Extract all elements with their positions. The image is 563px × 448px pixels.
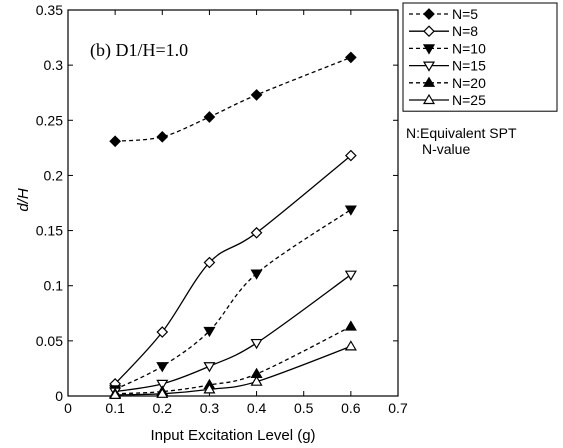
legend-label: N=5 (452, 6, 478, 22)
legend-label: N=10 (452, 40, 486, 56)
y-tick-label: 0.05 (36, 333, 63, 349)
panel-label: (b) D1/H=1.0 (90, 40, 188, 61)
data-point (250, 269, 263, 280)
series-n-10 (109, 205, 357, 396)
series-layer (109, 51, 357, 399)
x-tick-label: 0.4 (247, 400, 267, 416)
data-point (156, 130, 169, 143)
legend: N=5N=8N=10 N=15N=20N=25 (402, 2, 558, 112)
y-tick-label: 0.25 (36, 112, 63, 128)
y-tick-label: 0.35 (36, 2, 63, 18)
legend-note-line2: N-value (422, 141, 471, 157)
y-tick-label: 0.1 (44, 278, 64, 294)
data-point (344, 270, 357, 281)
data-point (203, 383, 216, 394)
series-line (114, 155, 352, 385)
data-point (345, 51, 357, 64)
data-point (156, 379, 169, 391)
legend-marker (422, 44, 436, 55)
data-point (250, 375, 263, 386)
series-line (115, 325, 352, 395)
data-point (250, 226, 263, 239)
legend-marker (422, 76, 436, 87)
series-n-15 (109, 270, 357, 398)
data-point (344, 340, 357, 351)
x-axis-label: Input Excitation Level (g) (150, 427, 315, 444)
y-tick-label: 0.2 (44, 167, 64, 183)
series-line (115, 345, 352, 396)
data-point (344, 320, 357, 331)
x-tick-label: 0.6 (341, 400, 361, 416)
series-n-25 (109, 340, 357, 399)
legend-label: N=15 (452, 58, 486, 74)
data-point (203, 326, 216, 338)
x-tick-label: 0.3 (200, 400, 220, 416)
legend-note: N:Equivalent SPT N-value (406, 125, 556, 157)
plot-frame (67, 9, 399, 397)
legend-marker (422, 61, 436, 72)
legend-marker (423, 8, 435, 20)
series-line (115, 56, 352, 142)
series-line (114, 209, 352, 390)
data-point (250, 89, 263, 101)
data-point (109, 388, 122, 399)
legend-label: N=8 (452, 23, 478, 39)
x-tick-label: 0.2 (153, 400, 173, 416)
data-point (109, 135, 121, 148)
axes: 0 0.1 0.2 0.3 0.4 0.5 0.6 0.7 0 0.05 0.1 0.15 0.2 0.2… (36, 2, 408, 416)
series-n-5 (109, 51, 357, 148)
x-tick-label: 0.7 (388, 400, 408, 416)
series-n-8 (109, 149, 357, 390)
legend-label: N=20 (452, 75, 486, 91)
data-point (203, 362, 216, 373)
data-point (156, 362, 169, 373)
legend-marker (423, 25, 435, 38)
data-point (344, 205, 357, 216)
x-tick-label: 0 (64, 400, 72, 416)
y-tick-label: 0.3 (44, 57, 64, 73)
data-point (156, 326, 169, 338)
data-point (203, 256, 216, 269)
legend-label: N=25 (452, 92, 486, 108)
data-point (250, 338, 263, 350)
data-point (345, 149, 357, 162)
data-point (203, 111, 216, 123)
y-axis-label: d/H (15, 188, 32, 212)
x-tick-label: 0.5 (294, 400, 314, 416)
data-point (156, 387, 169, 398)
legend-marker (422, 93, 436, 105)
series-line (115, 274, 352, 393)
x-tick-label: 0.1 (105, 400, 125, 416)
legend-box (402, 2, 558, 112)
legend-note-line1: N:Equivalent SPT (406, 125, 517, 141)
y-tick-label: 0.15 (36, 223, 63, 239)
y-tick-label: 0 (55, 388, 63, 404)
